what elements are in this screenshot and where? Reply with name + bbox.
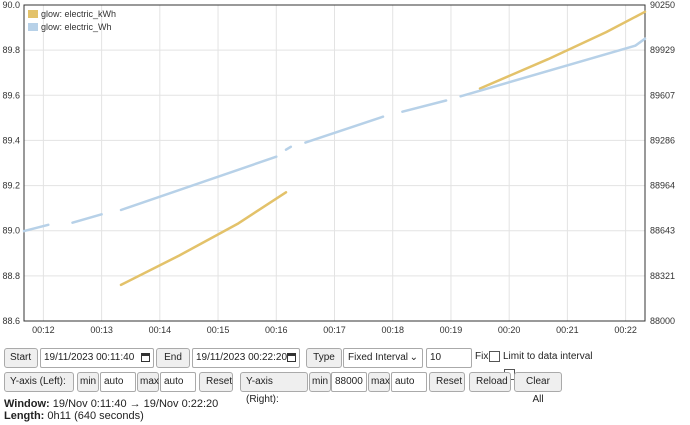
legend-swatch [28, 23, 38, 31]
fix-label: Fix [475, 351, 489, 362]
x-tick-label: 00:16 [265, 325, 288, 335]
fix-checkbox-wrap[interactable]: Fix [475, 348, 501, 368]
series-line-wh [71, 213, 103, 224]
x-tick-label: 00:13 [90, 325, 113, 335]
series-line-wh [119, 155, 278, 212]
y-left-tick-label: 88.8 [2, 271, 20, 281]
y-left-max-label: max [137, 372, 159, 392]
x-tick-label: 00:21 [556, 325, 579, 335]
chart: 90.0 90250 89.8 89929 89.6 89607 89.4 89286 89.2… [2, 0, 675, 335]
x-tick-label: 00:19 [440, 325, 463, 335]
series-line-kwh [119, 191, 288, 287]
y-left-tick-label: 89.2 [2, 181, 20, 191]
y-left-tick-label: 89.0 [2, 226, 20, 236]
length-info: Length: 0h11 (640 seconds) [4, 410, 144, 422]
end-datetime-value: 19/11/2023 00:22:20 [196, 352, 288, 363]
type-select-value: Fixed Interval [348, 352, 409, 363]
y-right-tick-label: 90250 [650, 0, 675, 10]
y-right-min-label: min [309, 372, 331, 392]
chevron-down-icon: ⌄ [409, 352, 418, 363]
y-right-max-input[interactable]: auto [391, 372, 427, 392]
legend-swatch [28, 10, 38, 18]
y-right-tick-label: 88964 [650, 181, 675, 191]
window-value: 19/Nov 0:11:40 → 19/Nov 0:22:20 [52, 398, 219, 410]
limit-checkbox-wrap[interactable]: Limit to data interval [503, 348, 603, 380]
y-right-tick-label: 88321 [650, 271, 675, 281]
interval-input[interactable]: 10 [426, 348, 472, 368]
y-axis-left-label: Y-axis (Left): [4, 372, 74, 392]
series-line-wh [22, 223, 50, 233]
clear-all-button[interactable]: Clear All [514, 372, 562, 405]
start-datetime-input[interactable]: 19/11/2023 00:11:40 [40, 348, 154, 368]
y-right-tick-label: 89929 [650, 45, 675, 55]
x-tick-label: 00:15 [207, 325, 230, 335]
type-select[interactable]: Fixed Interval ⌄ [343, 348, 423, 368]
y-left-max-input[interactable]: auto [160, 372, 196, 392]
y-left-tick-label: 90.0 [2, 0, 20, 10]
y-right-max-label: max [368, 372, 390, 392]
length-label: Length: [4, 410, 45, 422]
y-left-min-input[interactable]: auto [100, 372, 136, 392]
y-right-min-input[interactable]: 88000 [331, 372, 367, 392]
x-tick-label: 00:18 [381, 325, 404, 335]
y-right-tick-label: 88643 [650, 226, 675, 236]
y-left-min-label: min [77, 372, 99, 392]
y-right-tick-label: 88000 [650, 316, 675, 326]
type-label: Type [306, 348, 342, 368]
y-left-tick-label: 89.4 [2, 135, 20, 145]
end-label: End [156, 348, 190, 368]
start-datetime-value: 19/11/2023 00:11:40 [44, 352, 135, 363]
end-datetime-input[interactable]: 19/11/2023 00:22:20 [192, 348, 300, 368]
y-axis-right-label: Y-axis (Right): [240, 372, 308, 405]
x-tick-label: 00:17 [323, 325, 346, 335]
series-line-kwh [478, 10, 647, 90]
length-value: 0h11 (640 seconds) [47, 410, 144, 422]
plot-frame [23, 4, 646, 322]
y-left-tick-label: 88.6 [2, 316, 20, 326]
start-label: Start [4, 348, 38, 368]
y-right-tick-label: 89286 [650, 135, 675, 145]
y-right-tick-label: 89607 [650, 90, 675, 100]
x-tick-label: 00:14 [149, 325, 172, 335]
limit-label: Limit to data interval [503, 351, 593, 362]
window-info: Window: 19/Nov 0:11:40 → 19/Nov 0:22:20 [4, 398, 218, 410]
x-tick-label: 00:20 [498, 325, 521, 335]
y-left-tick-label: 89.8 [2, 45, 20, 55]
reload-button[interactable]: Reload [469, 372, 511, 392]
series-line-wh [401, 99, 448, 113]
fix-checkbox[interactable] [489, 350, 501, 362]
x-tick-label: 00:12 [32, 325, 55, 335]
y-left-tick-label: 89.6 [2, 90, 20, 100]
window-label: Window: [4, 398, 50, 410]
y-right-reset-button[interactable]: Reset [429, 372, 465, 392]
series-line-wh [304, 115, 385, 144]
calendar-icon[interactable] [287, 353, 296, 362]
series-line-wh [459, 37, 647, 98]
legend-label: glow: electric_kWh [41, 9, 116, 19]
y-left-reset-button[interactable]: Reset [199, 372, 233, 392]
x-tick-label: 00:22 [614, 325, 637, 335]
calendar-icon[interactable] [141, 353, 150, 362]
legend-label: glow: electric_Wh [41, 22, 112, 32]
series-line-wh [284, 145, 293, 151]
